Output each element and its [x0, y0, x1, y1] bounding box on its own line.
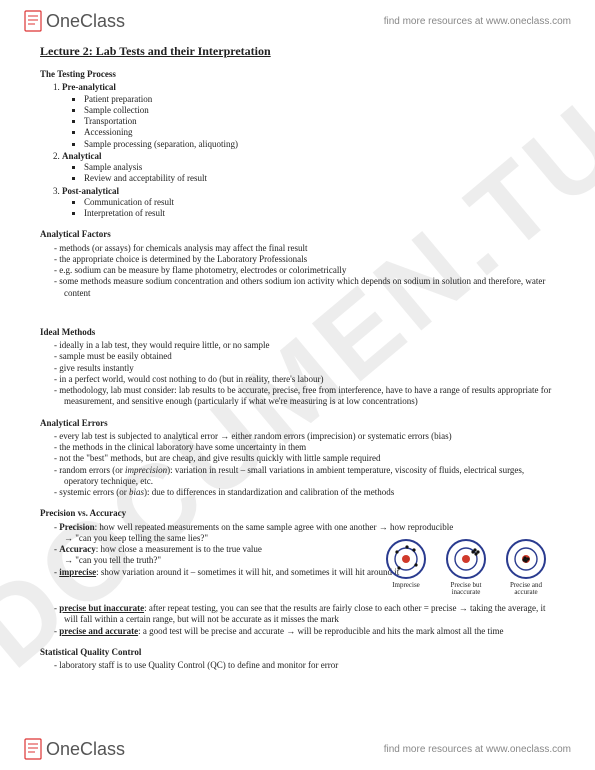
- af-item: the appropriate choice is determined by …: [54, 254, 555, 265]
- target-label: Imprecise: [392, 582, 420, 590]
- im-item: methodology, lab must consider: lab resu…: [54, 385, 555, 408]
- pa-precision-text: : how well repeated measurements on the …: [95, 522, 454, 532]
- sec-pa-head: Precision vs. Accuracy: [40, 508, 555, 519]
- header-tagline[interactable]: find more resources at www.oneclass.com: [384, 16, 571, 27]
- pa-pa-text: : a good test will be precise and accura…: [138, 626, 503, 636]
- brand-name: OneClass: [46, 11, 125, 32]
- af-item: e.g. sodium can be measure by flame phot…: [54, 265, 555, 276]
- tp-sub: Transportation: [84, 116, 555, 127]
- ae-item: not the "best" methods, but are cheap, a…: [54, 453, 555, 464]
- im-item: give results instantly: [54, 363, 555, 374]
- pa-precision-quote: → "can you keep telling the same lies?": [64, 533, 208, 543]
- ae-item: every lab test is subjected to analytica…: [54, 431, 555, 442]
- pa-precision-label: Precision: [59, 522, 94, 532]
- ae-item-systemic: systemic errors (or bias): due to differ…: [54, 487, 555, 498]
- im-item: ideally in a lab test, they would requir…: [54, 340, 555, 351]
- im-list: ideally in a lab test, they would requir…: [40, 340, 555, 408]
- doc-icon: [24, 10, 42, 32]
- tp-sub: Sample analysis: [84, 162, 555, 173]
- brand-logo: OneClass: [24, 10, 125, 32]
- brand-name-footer: OneClass: [46, 739, 125, 760]
- pa-imprecise-label: imprecise: [59, 567, 96, 577]
- footer-tagline[interactable]: find more resources at www.oneclass.com: [384, 744, 571, 755]
- sec-af-head: Analytical Factors: [40, 229, 555, 240]
- tp-sub: Interpretation of result: [84, 208, 555, 219]
- pa-accuracy-quote: → "can you tell the truth?": [64, 555, 161, 565]
- tp-item: Post-analytical Communication of result …: [62, 186, 555, 220]
- tp-sub: Communication of result: [84, 197, 555, 208]
- brand-logo-footer: OneClass: [24, 738, 125, 760]
- doc-icon: [24, 738, 42, 760]
- pa-precise-acc: precise and accurate: a good test will b…: [54, 626, 555, 637]
- target-precise-inaccurate: Precise butinaccurate: [445, 538, 487, 597]
- target-icon: [385, 538, 427, 580]
- af-item: some methods measure sodium concentratio…: [54, 276, 555, 299]
- page-title: Lecture 2: Lab Tests and their Interpret…: [40, 44, 555, 59]
- im-item: in a perfect world, would cost nothing t…: [54, 374, 555, 385]
- target-icon: [445, 538, 487, 580]
- ae-item-random: random errors (or imprecision): variatio…: [54, 465, 555, 488]
- pa-accuracy-label: Accuracy: [59, 544, 95, 554]
- target-label: Precise butinaccurate: [451, 582, 482, 597]
- sec-sqc-head: Statistical Quality Control: [40, 647, 555, 658]
- af-list: methods (or assays) for chemicals analys…: [40, 243, 555, 299]
- tp-sub: Accessioning: [84, 127, 555, 138]
- pa-imprecise-text: : show variation around it – sometimes i…: [96, 567, 399, 577]
- tp-sub: Patient preparation: [84, 94, 555, 105]
- page-content: Lecture 2: Lab Tests and their Interpret…: [0, 38, 595, 721]
- af-item: methods (or assays) for chemicals analys…: [54, 243, 555, 254]
- sec-im-head: Ideal Methods: [40, 327, 555, 338]
- tp-label: Pre-analytical: [62, 82, 116, 92]
- pa-pa-label: precise and accurate: [59, 626, 138, 636]
- pa-accuracy-text: : how close a measurement is to the true…: [96, 544, 262, 554]
- testing-process-list: Pre-analytical Patient preparation Sampl…: [40, 82, 555, 219]
- sec-testing-head: The Testing Process: [40, 69, 555, 80]
- im-item: sample must be easily obtained: [54, 351, 555, 362]
- ae-item: the methods in the clinical laboratory h…: [54, 442, 555, 453]
- pa-precise-inacc: precise but inaccurate: after repeat tes…: [54, 603, 555, 626]
- header-bar: OneClass find more resources at www.onec…: [0, 0, 595, 38]
- pa-pi-label: precise but inaccurate: [59, 603, 144, 613]
- tp-sub: Review and acceptability of result: [84, 173, 555, 184]
- target-imprecise: Imprecise: [385, 538, 427, 597]
- sqc-item: laboratory staff is to use Quality Contr…: [54, 660, 555, 671]
- tp-sub: Sample processing (separation, aliquotin…: [84, 139, 555, 150]
- target-label: Precise andaccurate: [510, 582, 542, 597]
- sqc-list: laboratory staff is to use Quality Contr…: [40, 660, 555, 671]
- pa-list-cont: precise but inaccurate: after repeat tes…: [40, 603, 555, 637]
- tp-label: Analytical: [62, 151, 102, 161]
- target-icon: [505, 538, 547, 580]
- tp-sub: Sample collection: [84, 105, 555, 116]
- footer-bar: OneClass find more resources at www.onec…: [0, 728, 595, 770]
- ae-list: every lab test is subjected to analytica…: [40, 431, 555, 499]
- sec-ae-head: Analytical Errors: [40, 418, 555, 429]
- tp-item: Pre-analytical Patient preparation Sampl…: [62, 82, 555, 150]
- tp-label: Post-analytical: [62, 186, 119, 196]
- target-precise-accurate: Precise andaccurate: [505, 538, 547, 597]
- tp-item: Analytical Sample analysis Review and ac…: [62, 151, 555, 185]
